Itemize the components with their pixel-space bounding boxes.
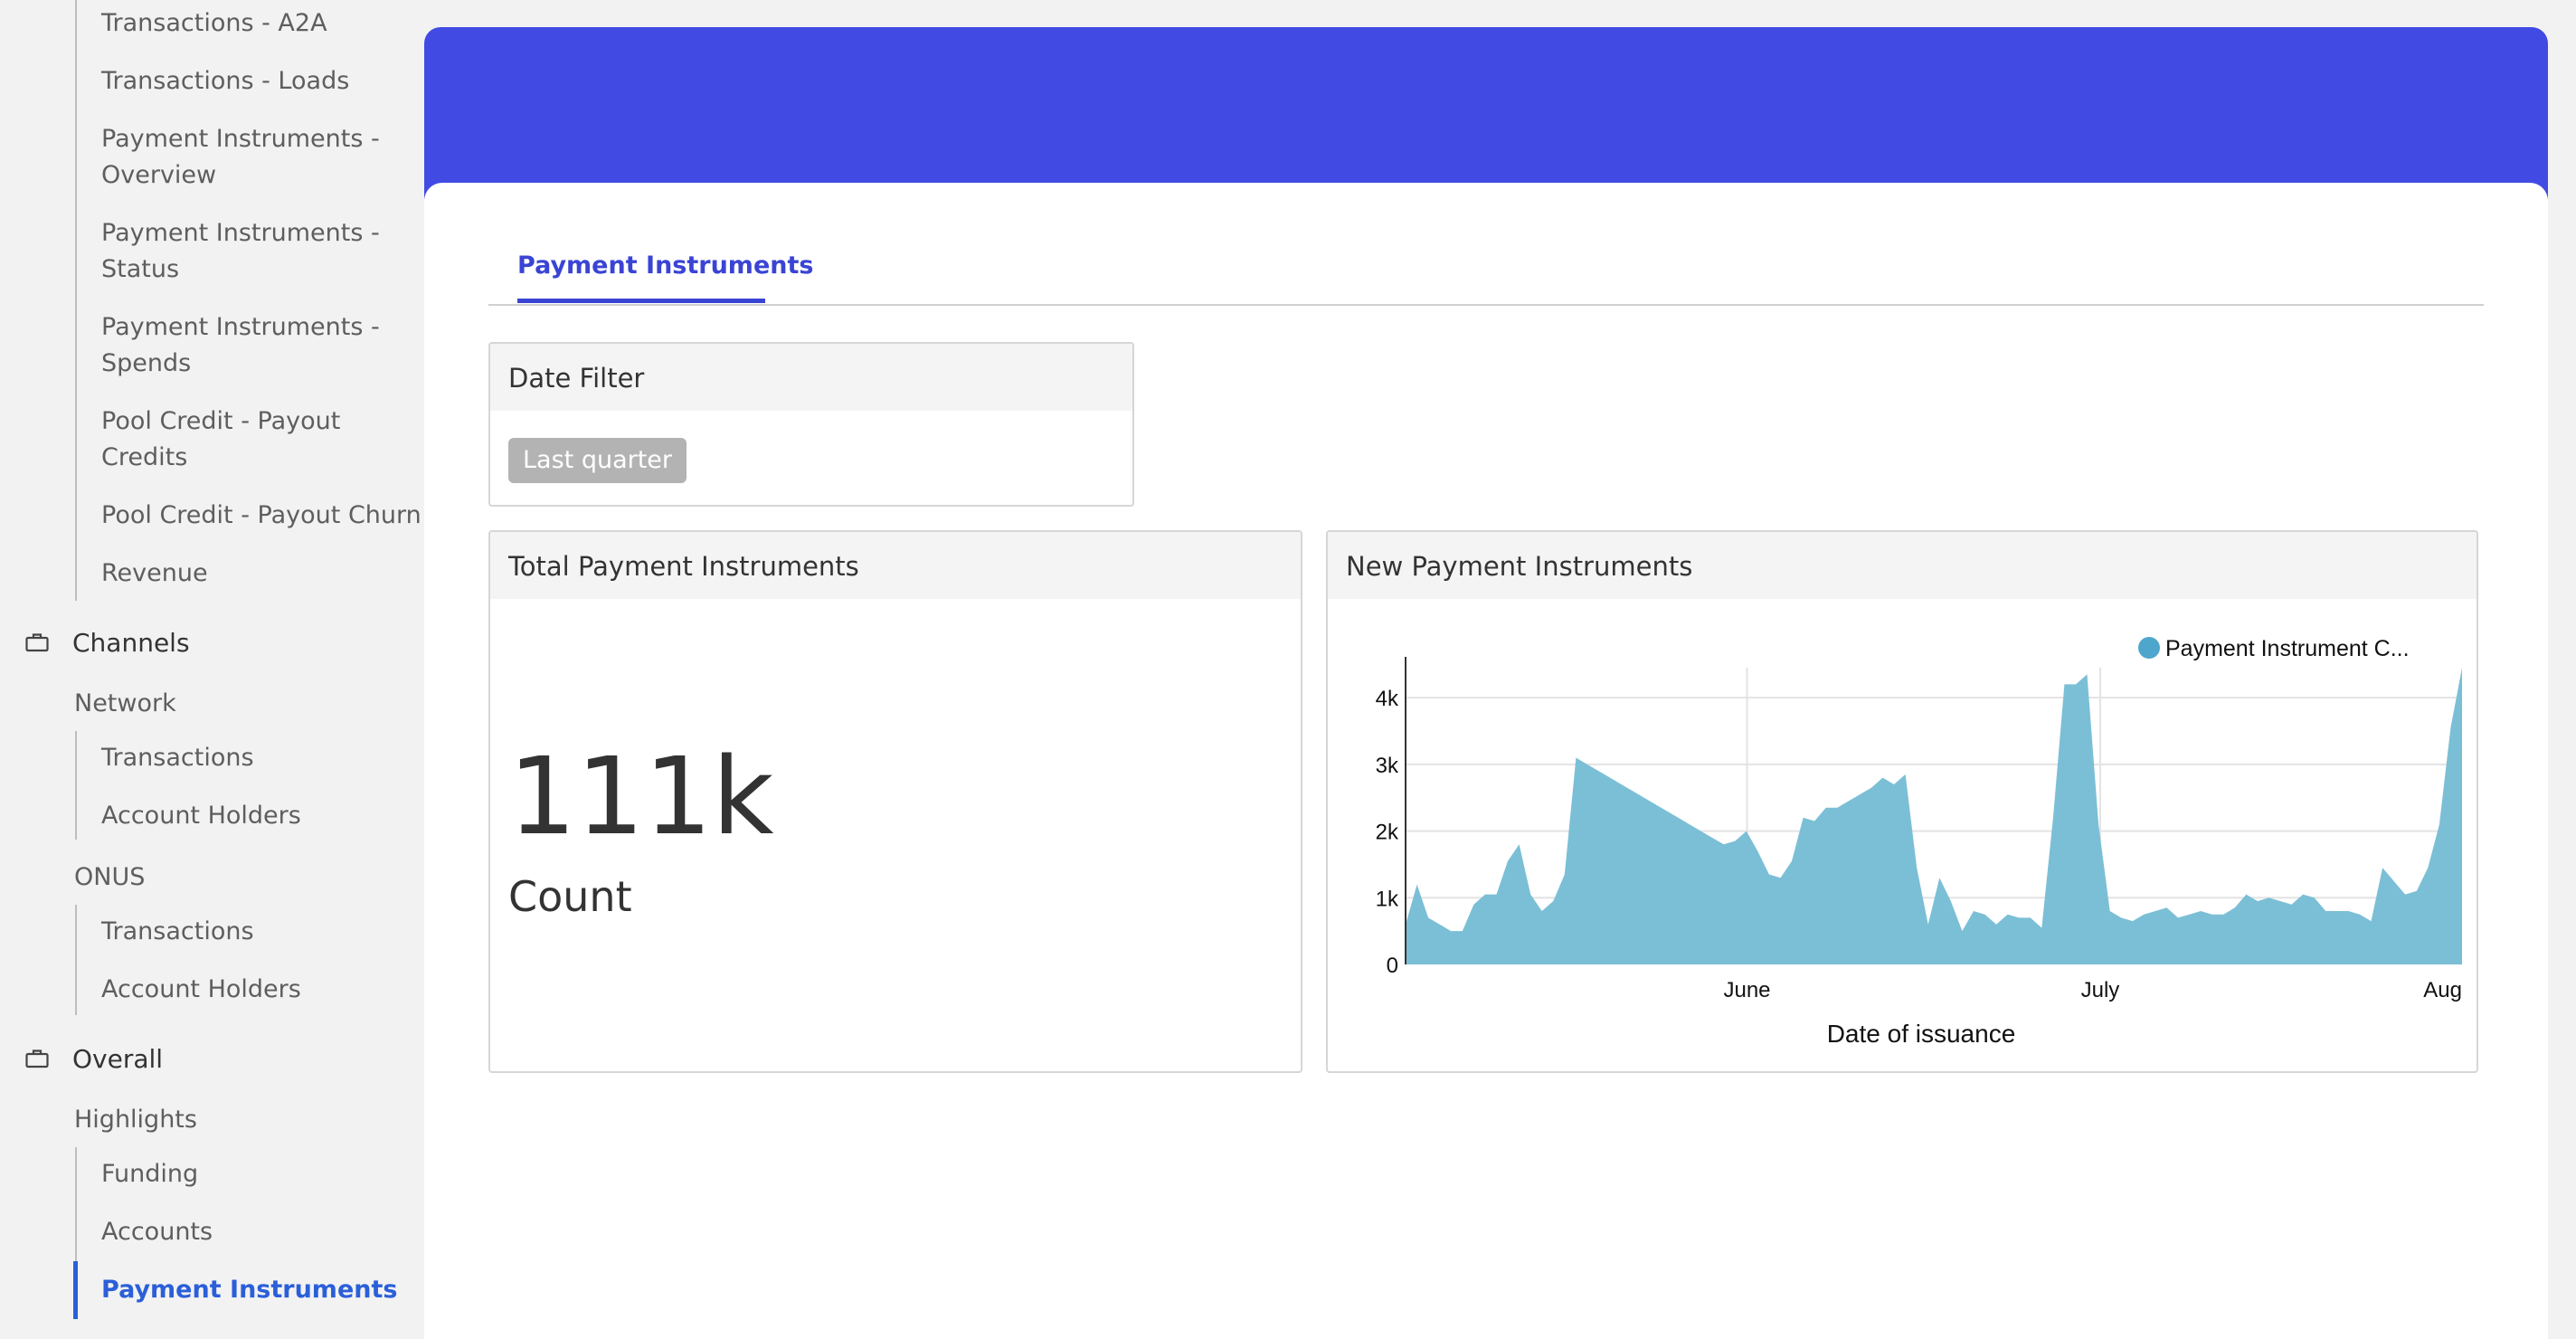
panel-title: Date Filter: [490, 344, 1132, 411]
sidebar-item-payment-instruments-status[interactable]: Payment Instruments - Status: [101, 219, 380, 283]
sidebar-item-payment-instruments[interactable]: Payment Instruments: [101, 1276, 398, 1304]
nav-tree-line: [75, 731, 77, 840]
nav-tree-line: [75, 0, 77, 601]
sidebar-group-onus[interactable]: ONUS: [74, 863, 146, 891]
sidebar-item-payment-instruments-spends[interactable]: Payment Instruments - Spends: [101, 313, 380, 377]
active-nav-indicator: [73, 1261, 78, 1319]
sidebar-item-network-transactions[interactable]: Transactions: [101, 744, 254, 772]
y-tick-label: 1k: [1376, 887, 1399, 911]
x-axis-ticks: June July Aug: [1723, 978, 2462, 1002]
sidebar-group-network[interactable]: Network: [74, 689, 176, 717]
panel-title: New Payment Instruments: [1328, 532, 2477, 599]
y-tick-label: 2k: [1376, 821, 1399, 845]
sidebar-section-overall[interactable]: Overall: [25, 1040, 163, 1077]
sidebar-item-transactions-a2a[interactable]: Transactions - A2A: [101, 9, 327, 37]
tab-payment-instruments[interactable]: Payment Instruments: [517, 252, 814, 280]
x-axis-label: Date of issuance: [1827, 1020, 2016, 1048]
x-tick-label: Aug: [2423, 978, 2462, 1002]
sidebar-section-channels[interactable]: Channels: [25, 624, 190, 660]
sidebar-item-network-account-holders[interactable]: Account Holders: [101, 802, 301, 830]
briefcase-icon: [25, 1049, 49, 1068]
series-area[interactable]: [1406, 668, 2462, 964]
nav-tree-line: [75, 1147, 77, 1265]
sidebar-item-onus-transactions[interactable]: Transactions: [101, 917, 254, 945]
y-axis-ticks: 0 1k 2k 3k 4k: [1376, 687, 1399, 978]
panel-title: Total Payment Instruments: [490, 532, 1301, 599]
kpi-label: Count: [508, 872, 632, 921]
sidebar-section-label: Channels: [72, 627, 190, 658]
nav-tree-line: [75, 905, 77, 1015]
sidebar-item-revenue[interactable]: Revenue: [101, 559, 208, 587]
sidebar: Transactions - A2A Transactions - Loads …: [0, 0, 423, 1339]
date-filter-chip[interactable]: Last quarter: [508, 438, 687, 483]
date-filter-panel: Date Filter Last quarter: [488, 342, 1134, 507]
sidebar-item-pool-credit-payout-credits[interactable]: Pool Credit - Payout Credits: [101, 407, 341, 471]
y-tick-label: 4k: [1376, 687, 1399, 711]
sidebar-item-onus-account-holders[interactable]: Account Holders: [101, 975, 301, 1003]
briefcase-icon: [25, 633, 49, 652]
sidebar-item-funding[interactable]: Funding: [101, 1160, 199, 1188]
sidebar-group-highlights[interactable]: Highlights: [74, 1106, 197, 1134]
sidebar-section-label: Overall: [72, 1043, 164, 1074]
kpi-value: 111k: [508, 734, 774, 859]
x-tick-label: June: [1723, 978, 1770, 1002]
sidebar-item-transactions-loads[interactable]: Transactions - Loads: [101, 67, 350, 95]
y-tick-label: 0: [1387, 954, 1398, 978]
legend-entry[interactable]: Payment Instrument C...: [2165, 636, 2410, 661]
x-tick-label: July: [2081, 978, 2120, 1002]
total-payment-instruments-panel: Total Payment Instruments 111k Count: [488, 530, 1302, 1073]
active-tab-indicator: [517, 299, 765, 303]
header-banner: [424, 27, 2548, 199]
area-chart: 0 1k 2k 3k 4k June July Aug Date of issuance P…: [1376, 636, 2462, 1048]
sidebar-item-pool-credit-payout-churn[interactable]: Pool Credit - Payout Churn: [101, 501, 421, 529]
legend-dot: [2138, 637, 2160, 659]
new-payment-instruments-panel: New Payment Instruments 0 1k 2k 3k 4k June Ju…: [1326, 530, 2478, 1073]
tabs-divider: [488, 304, 2484, 306]
sidebar-item-accounts[interactable]: Accounts: [101, 1218, 213, 1246]
sidebar-item-payment-instruments-overview[interactable]: Payment Instruments - Overview: [101, 125, 380, 189]
y-tick-label: 3k: [1376, 754, 1399, 778]
